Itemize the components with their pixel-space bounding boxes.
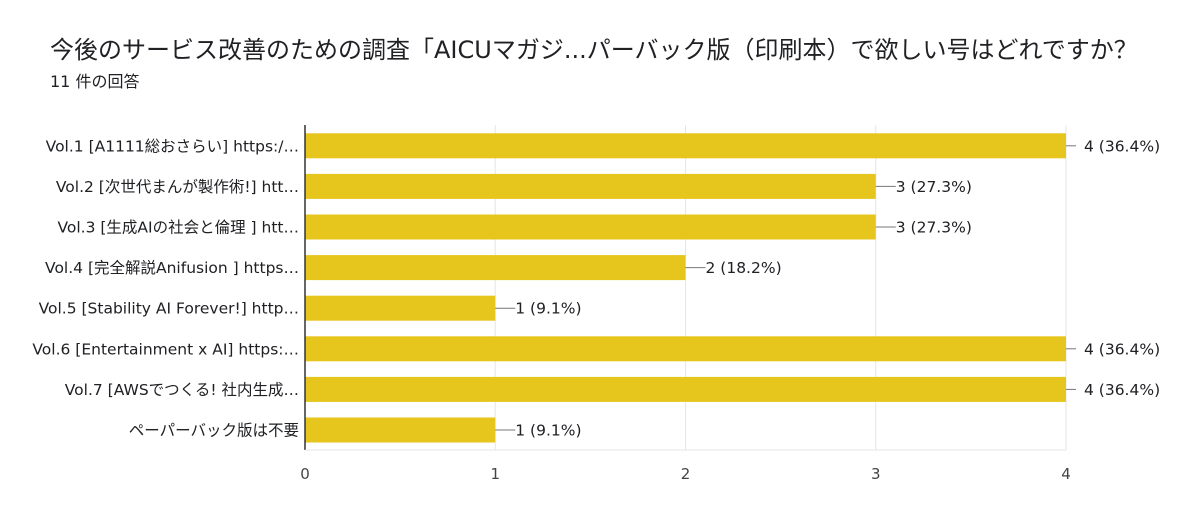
value-label: 4 (36.4%) (1084, 381, 1160, 399)
bar (305, 214, 876, 240)
value-label: 3 (27.3%) (896, 219, 972, 237)
category-label: Vol.7 [AWSでつくる! 社内生成… (65, 381, 299, 399)
chart-title: 今後のサービス改善のための調査「AICUマガジ...パーバック版（印刷本）で欲し… (50, 36, 1138, 64)
x-tick-label: 4 (1061, 465, 1071, 483)
x-tick-label: 0 (300, 465, 310, 483)
value-label: 3 (27.3%) (896, 178, 972, 196)
bar (305, 417, 496, 443)
bar (305, 133, 1066, 159)
value-label: 2 (18.2%) (706, 259, 782, 277)
value-label: 4 (36.4%) (1084, 137, 1160, 155)
bar (305, 255, 686, 281)
bar (305, 376, 1066, 402)
category-label: Vol.5 [Stability AI Forever!] http… (39, 300, 299, 318)
x-tick-label: 2 (681, 465, 691, 483)
bar (305, 173, 876, 199)
category-label: Vol.4 [完全解説Anifusion ] https… (45, 259, 299, 277)
bar (305, 295, 496, 321)
category-label: Vol.1 [A1111総おさらい] https:/… (46, 137, 299, 155)
x-tick-label: 3 (871, 465, 881, 483)
bar (305, 336, 1066, 362)
category-label: Vol.6 [Entertainment x AI] https:… (32, 340, 299, 358)
category-label: Vol.3 [生成AIの社会と倫理 ] htt… (57, 219, 299, 237)
value-label: 4 (36.4%) (1084, 340, 1160, 358)
value-label: 1 (9.1%) (515, 300, 581, 318)
value-label: 1 (9.1%) (515, 422, 581, 440)
response-count: 11 件の回答 (50, 72, 140, 91)
category-label: ペーパーバック版は不要 (129, 422, 299, 440)
category-label: Vol.2 [次世代まんが製作術!] htt… (56, 178, 299, 196)
x-tick-label: 1 (490, 465, 500, 483)
